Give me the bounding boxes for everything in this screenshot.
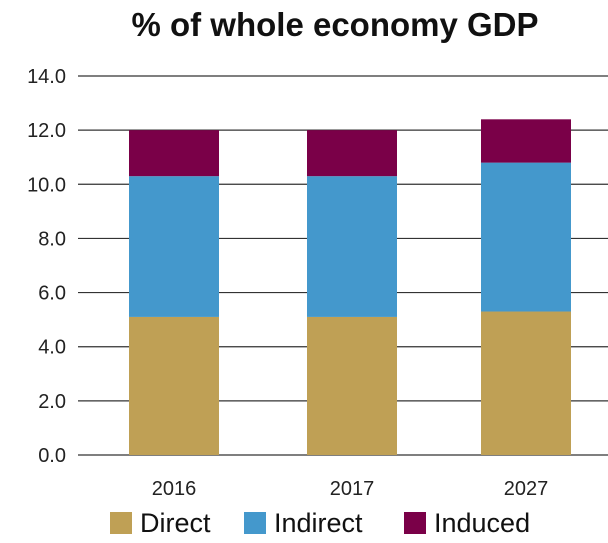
bar-direct-2027 xyxy=(481,311,571,455)
x-tick-label: 2027 xyxy=(504,478,549,500)
legend-swatch-indirect xyxy=(244,512,266,534)
bar-direct-2016 xyxy=(129,316,219,455)
y-tick-label: 8.0 xyxy=(38,228,66,250)
legend-swatch-direct xyxy=(110,512,132,534)
y-tick-label: 10.0 xyxy=(27,174,66,196)
y-tick-label: 0.0 xyxy=(38,445,66,467)
y-tick-label: 6.0 xyxy=(38,283,66,305)
y-axis-ticks: 0.0 2.0 4.0 6.0 8.0 10.0 12.0 14.0 xyxy=(27,66,66,467)
bar-indirect-2016 xyxy=(129,176,219,317)
legend: Direct Indirect Induced xyxy=(110,508,530,538)
bars xyxy=(129,119,571,455)
legend-label-indirect: Indirect xyxy=(274,508,363,538)
legend-label-induced: Induced xyxy=(434,508,530,538)
x-tick-label: 2017 xyxy=(330,478,375,500)
bar-induced-2017 xyxy=(307,130,397,177)
y-tick-label: 12.0 xyxy=(27,120,66,142)
bar-indirect-2017 xyxy=(307,176,397,317)
y-tick-label: 14.0 xyxy=(27,66,66,88)
chart-title: % of whole economy GDP xyxy=(131,6,538,43)
bar-direct-2017 xyxy=(307,316,397,455)
legend-label-direct: Direct xyxy=(140,508,211,538)
x-axis-ticks: 2016 2017 2027 xyxy=(152,478,549,500)
bar-indirect-2027 xyxy=(481,162,571,312)
legend-swatch-induced xyxy=(404,512,426,534)
y-tick-label: 4.0 xyxy=(38,337,66,359)
x-tick-label: 2016 xyxy=(152,478,197,500)
bar-induced-2016 xyxy=(129,130,219,177)
y-tick-label: 2.0 xyxy=(38,391,66,413)
bar-induced-2027 xyxy=(481,119,571,163)
